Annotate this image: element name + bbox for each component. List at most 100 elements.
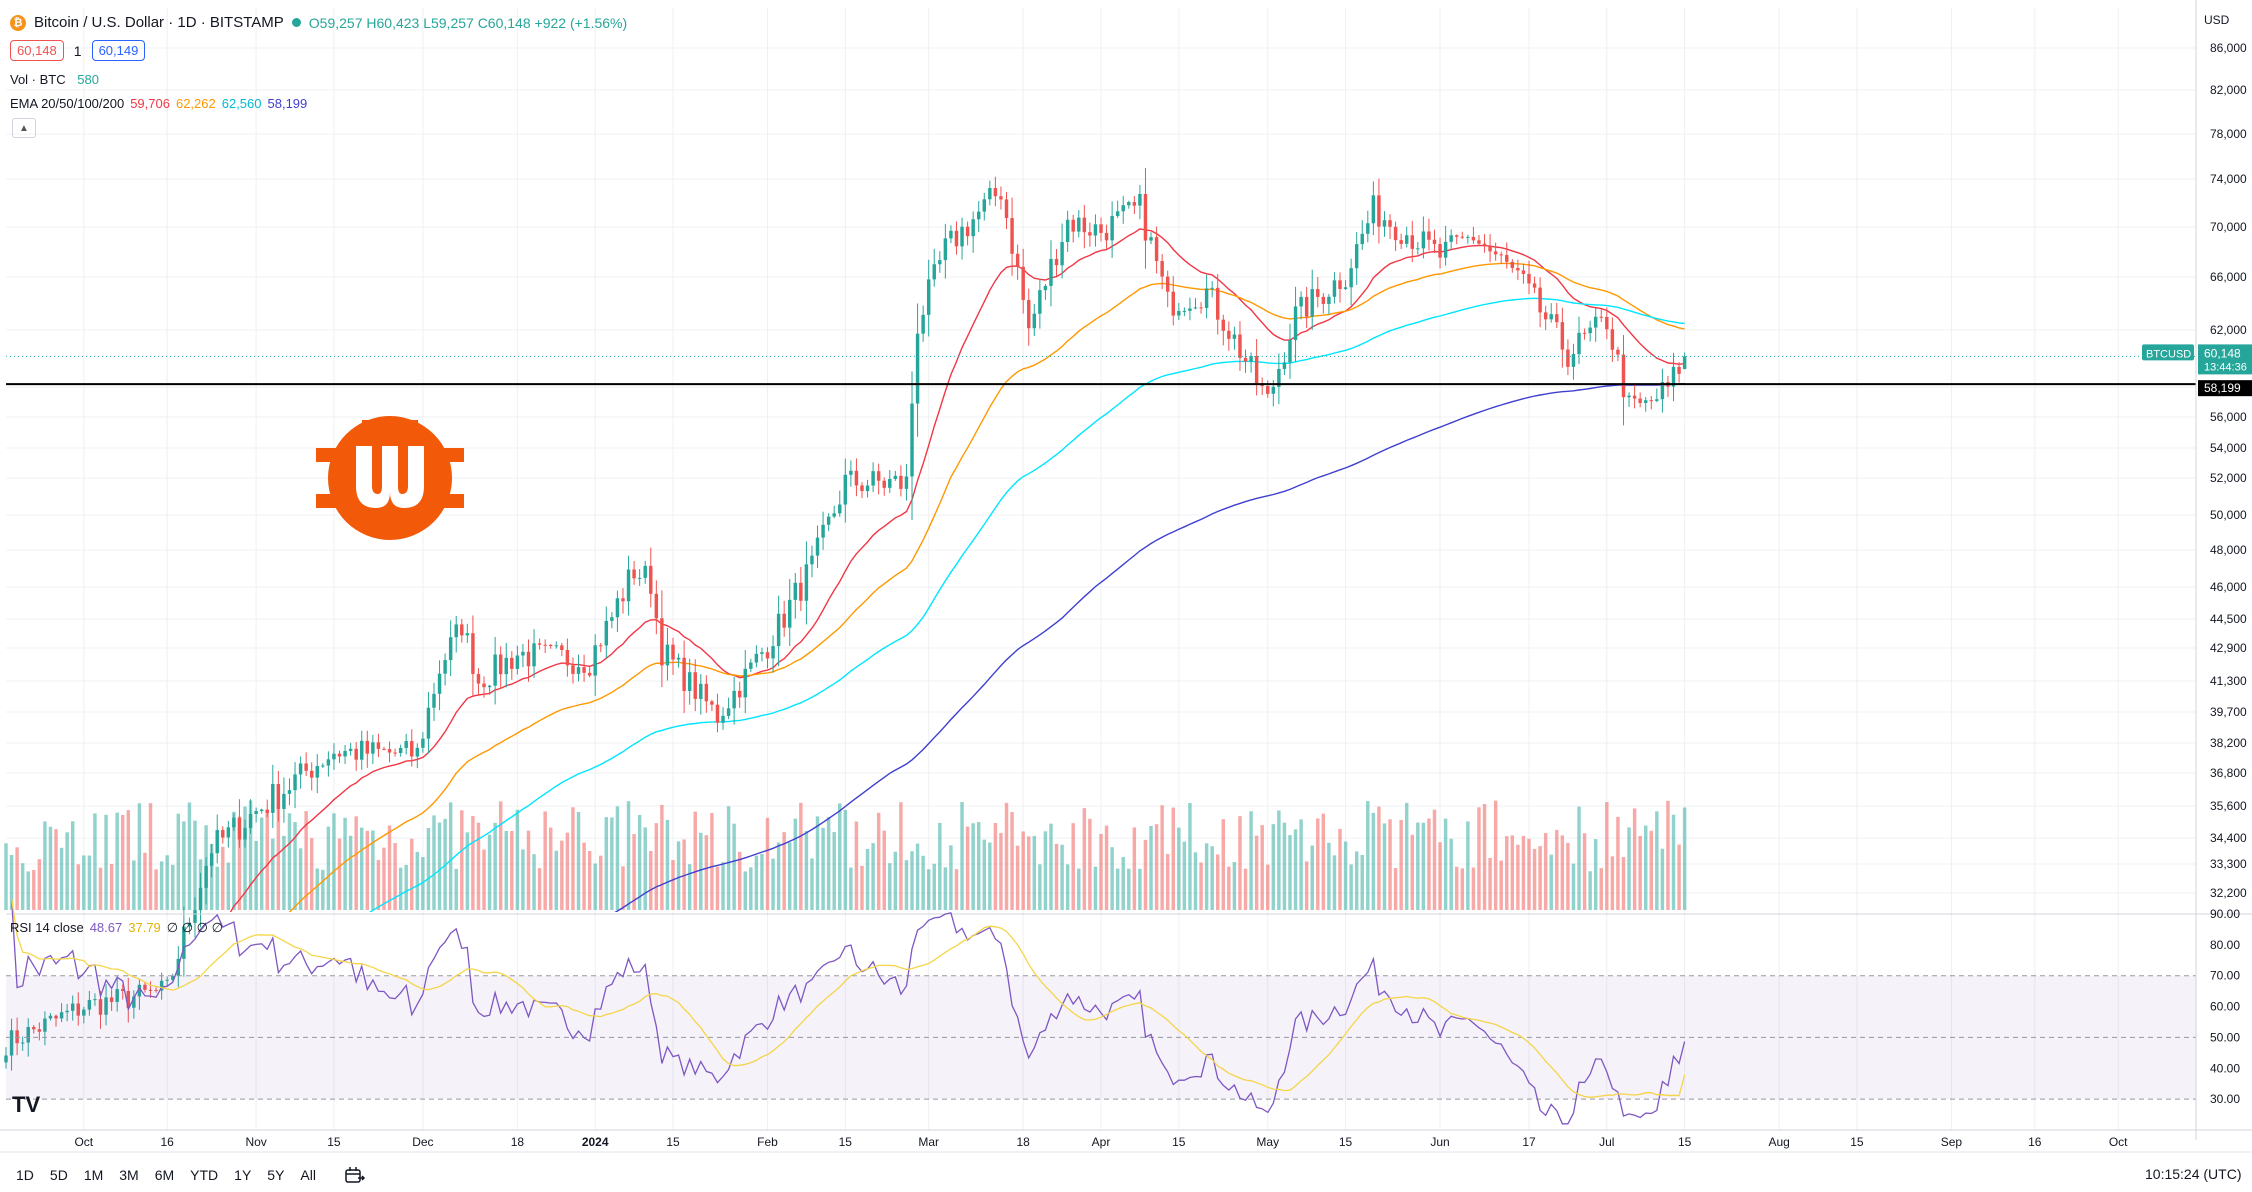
candle-body	[204, 865, 208, 888]
tf-6m[interactable]: 6M	[154, 1167, 175, 1183]
candle-body	[826, 516, 831, 525]
volume-bar	[37, 859, 42, 910]
volume-bar	[926, 869, 931, 910]
candle	[1254, 338, 1259, 396]
candle-body	[615, 598, 620, 618]
tf-ytd[interactable]: YTD	[190, 1167, 219, 1183]
candle-body	[154, 989, 158, 991]
candle-body	[1338, 280, 1342, 289]
last-price-tag-box	[2198, 344, 2252, 375]
candle-body	[1227, 330, 1231, 339]
candle	[1127, 200, 1131, 209]
time-tick-label: Aug	[1768, 1135, 1789, 1149]
candle	[1382, 211, 1387, 237]
candle-body	[1643, 400, 1648, 403]
candle	[1332, 272, 1337, 304]
candle-body	[1343, 287, 1348, 289]
candle	[1193, 298, 1198, 310]
collapse-legend-button[interactable]: ▲	[12, 118, 36, 138]
candle-body	[743, 668, 747, 698]
candle-body	[1221, 319, 1226, 331]
candle	[1366, 210, 1370, 243]
candle	[504, 643, 508, 688]
ema-legend[interactable]: EMA 20/50/100/200 59,706 62,262 62,560 5…	[10, 96, 307, 111]
candle-body	[793, 582, 798, 600]
candle-body	[1121, 205, 1125, 212]
volume-bar	[1605, 802, 1609, 910]
candle-body	[187, 922, 192, 927]
candle-body	[654, 593, 659, 619]
candle-body	[1593, 316, 1598, 328]
ema100-value: 62,560	[221, 96, 262, 111]
tf-1d[interactable]: 1D	[16, 1167, 34, 1183]
candle-body	[1649, 400, 1654, 402]
volume-bar	[1043, 831, 1048, 910]
candle	[1627, 392, 1631, 407]
candle	[710, 699, 714, 712]
price-tick-label: 46,000	[2210, 580, 2247, 594]
volume-bar	[982, 839, 986, 910]
volume-bar	[960, 802, 964, 910]
volume-bar	[1560, 835, 1565, 910]
candle	[1421, 216, 1426, 259]
candle	[1449, 229, 1453, 250]
candle-body	[1538, 287, 1542, 313]
price-tick-label: 86,000	[2210, 41, 2247, 55]
rsi-legend[interactable]: RSI 14 close 48.67 37.79 ∅ ∅ ∅ ∅	[10, 920, 223, 936]
volume-bar	[1082, 808, 1087, 910]
candle	[1243, 349, 1248, 373]
candle-body	[788, 599, 792, 628]
volume-bar	[426, 828, 431, 910]
candle	[259, 808, 264, 814]
candle-body	[15, 1030, 19, 1044]
candle	[37, 1022, 42, 1041]
volume-bar	[554, 850, 559, 910]
volume-legend[interactable]: Vol · BTC 580	[10, 72, 99, 87]
candle	[1471, 226, 1476, 244]
volume-bar	[243, 806, 247, 910]
date-range-icon[interactable]	[344, 1166, 366, 1184]
volume-bar	[215, 866, 219, 910]
tf-all[interactable]: All	[300, 1167, 316, 1183]
symbol-title[interactable]: Bitcoin / U.S. Dollar · 1D · BITSTAMP	[34, 14, 284, 31]
volume-bar	[298, 848, 303, 910]
volume-bar	[154, 869, 158, 910]
volume-bar	[304, 811, 308, 910]
candle	[1577, 316, 1581, 365]
candle	[1143, 168, 1148, 269]
sell-button[interactable]: 60,148	[10, 40, 64, 61]
tf-3m[interactable]: 3M	[119, 1167, 139, 1183]
volume-label: Vol · BTC	[10, 72, 66, 87]
candle	[537, 638, 542, 650]
candle-body	[1577, 332, 1581, 355]
candle-body	[48, 1015, 53, 1019]
utc-clock[interactable]: 10:15:24 (UTC)	[2145, 1166, 2242, 1182]
candle-body	[1443, 241, 1448, 258]
volume-bar	[126, 810, 131, 910]
volume-bar	[1149, 825, 1153, 910]
volume-bar	[1460, 868, 1465, 910]
volume-bar	[788, 842, 792, 910]
volume-bar	[415, 851, 420, 910]
price-tick-label: 70,000	[2210, 220, 2247, 234]
time-tick-label: 18	[511, 1135, 525, 1149]
candle	[104, 984, 108, 1026]
candle	[771, 635, 775, 673]
tf-1m[interactable]: 1M	[83, 1167, 104, 1183]
candle-body	[371, 742, 375, 754]
candle	[1660, 368, 1665, 413]
buy-button[interactable]: 60,149	[91, 40, 146, 61]
volume-bar	[660, 804, 664, 910]
volume-bar	[1616, 816, 1620, 910]
price-tick-label: 56,000	[2210, 410, 2247, 424]
volume-bar	[20, 863, 25, 910]
candle-body	[771, 646, 775, 659]
candle-body	[649, 565, 653, 594]
candle	[415, 743, 420, 769]
tf-1y[interactable]: 1Y	[234, 1167, 252, 1183]
candle	[1455, 234, 1459, 245]
rsi-value: 48.67	[89, 920, 123, 935]
tf-5d[interactable]: 5D	[49, 1167, 68, 1183]
tf-5y[interactable]: 5Y	[267, 1167, 285, 1183]
